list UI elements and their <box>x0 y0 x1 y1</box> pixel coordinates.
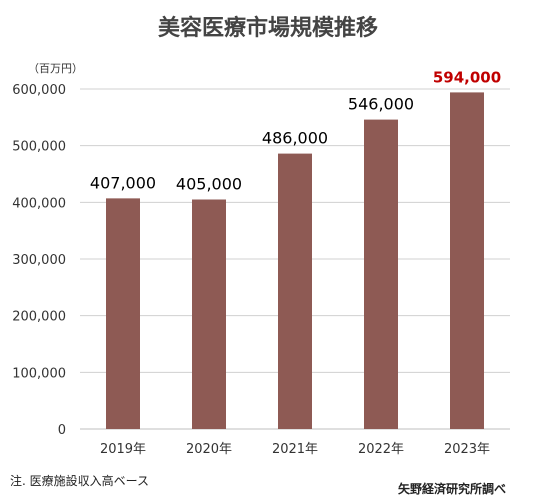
y-tick-label: 600,000 <box>12 83 66 98</box>
chart-title: 美容医療市場規模推移 <box>157 16 378 41</box>
x-tick-label: 2019年 <box>100 442 146 457</box>
data-label: 405,000 <box>176 175 242 194</box>
data-label: 594,000 <box>433 68 501 86</box>
x-tick-label: 2022年 <box>358 442 404 457</box>
data-label: 546,000 <box>348 95 414 114</box>
source-credit: 矢野経済研究所調べ <box>397 482 506 496</box>
y-tick-label: 200,000 <box>12 310 66 325</box>
bar <box>192 199 226 429</box>
bar <box>106 198 140 429</box>
bar <box>450 92 484 430</box>
bar <box>278 153 312 429</box>
y-tick-label: 500,000 <box>12 140 66 155</box>
x-tick-label: 2020年 <box>186 442 232 457</box>
y-tick-label: 0 <box>58 423 66 438</box>
y-tick-label: 300,000 <box>12 253 66 268</box>
data-label: 486,000 <box>262 129 328 148</box>
x-tick-label: 2023年 <box>444 442 490 457</box>
y-axis-unit-label: （百万円） <box>28 62 83 75</box>
footnote: 注. 医療施設収入高ベース <box>10 474 150 488</box>
y-tick-label: 400,000 <box>12 196 66 211</box>
y-tick-label: 100,000 <box>12 366 66 381</box>
bar <box>364 119 398 429</box>
x-tick-label: 2021年 <box>272 442 318 457</box>
data-label: 407,000 <box>90 173 156 192</box>
